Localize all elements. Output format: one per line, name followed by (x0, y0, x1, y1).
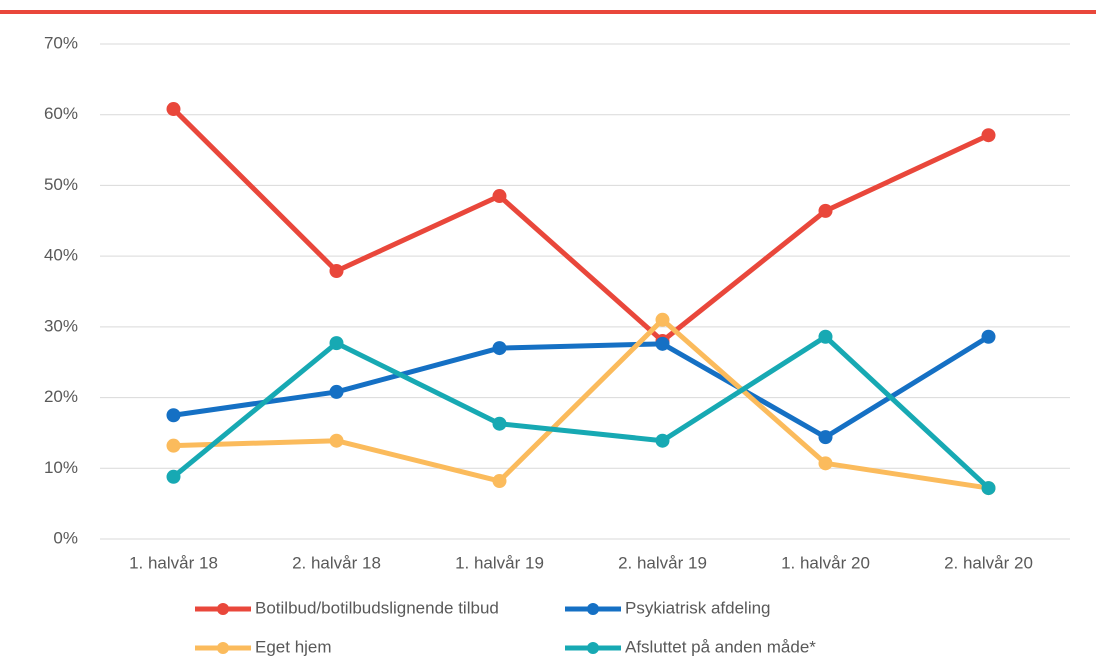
data-point (329, 336, 344, 351)
y-tick-label: 40% (44, 246, 78, 265)
data-point (981, 481, 996, 496)
x-tick-label: 2. halvår 19 (618, 553, 707, 572)
data-point (655, 312, 670, 327)
data-point (166, 438, 181, 453)
data-point (981, 128, 996, 143)
data-point (166, 102, 181, 117)
data-point (818, 430, 833, 445)
x-tick-label: 1. halvår 19 (455, 553, 544, 572)
y-tick-label: 70% (44, 33, 78, 52)
x-tick-label: 2. halvår 20 (944, 553, 1033, 572)
legend-marker (587, 603, 599, 615)
legend-label: Botilbud/botilbudslignende tilbud (255, 598, 499, 617)
legend-marker (217, 642, 229, 654)
data-point (655, 433, 670, 448)
legend-label: Eget hjem (255, 637, 332, 656)
y-tick-label: 0% (53, 528, 78, 547)
data-point (166, 408, 181, 423)
data-point (329, 384, 344, 399)
legend-marker (217, 603, 229, 615)
series-line (171, 107, 990, 344)
data-point (981, 329, 996, 344)
y-tick-label: 60% (44, 104, 78, 123)
legend-marker (587, 642, 599, 654)
data-point (492, 416, 507, 431)
legend-label: Afsluttet på anden måde* (625, 637, 816, 656)
legend-label: Psykiatrisk afdeling (625, 598, 771, 617)
y-tick-label: 50% (44, 175, 78, 194)
series-line (173, 317, 989, 491)
series-line (173, 334, 990, 440)
x-tick-label: 1. halvår 18 (129, 553, 218, 572)
y-tick-label: 20% (44, 387, 78, 406)
data-point (655, 336, 670, 351)
data-point (492, 189, 507, 204)
y-tick-label: 30% (44, 316, 78, 335)
x-tick-label: 2. halvår 18 (292, 553, 381, 572)
data-point (166, 469, 181, 484)
data-point (492, 474, 507, 489)
data-point (818, 456, 833, 471)
top-rule (0, 10, 1096, 14)
data-point (818, 203, 833, 218)
data-point (818, 329, 833, 344)
x-tick-label: 1. halvår 20 (781, 553, 870, 572)
data-point (492, 341, 507, 356)
data-point (329, 433, 344, 448)
series-line (171, 334, 991, 490)
y-tick-label: 10% (44, 458, 78, 477)
data-point (329, 263, 344, 278)
